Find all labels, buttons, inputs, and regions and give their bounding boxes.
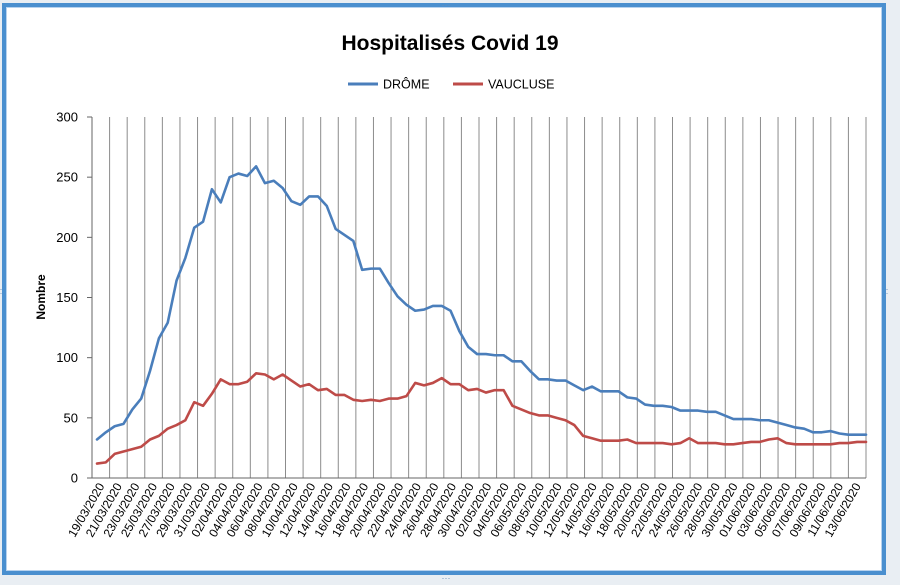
- y-tick-label: 300: [56, 110, 78, 125]
- y-axis-label: Nombre: [34, 274, 48, 320]
- y-tick-labels: 0 50 100 150 200 250 300: [56, 110, 78, 486]
- series-lines: [95, 165, 868, 465]
- y-tick-label: 250: [56, 170, 78, 185]
- gridlines: [91, 117, 867, 478]
- legend-label-drome: DRÔME: [383, 77, 430, 92]
- series-line-vaucluse: [95, 372, 868, 465]
- y-tick-label: 100: [56, 350, 78, 365]
- y-tick-label: 50: [64, 410, 78, 425]
- resize-handle-top[interactable]: ···: [441, 0, 451, 10]
- chart-title: Hospitalisés Covid 19: [341, 32, 558, 55]
- resize-handle-bottom[interactable]: ···: [441, 573, 451, 583]
- y-tick-label: 0: [71, 471, 78, 486]
- resize-handle-right[interactable]: :: [885, 286, 889, 296]
- resize-handle-left[interactable]: :: [0, 287, 6, 296]
- axes: [87, 116, 866, 479]
- legend-label-vaucluse: VAUCLUSE: [488, 78, 554, 92]
- x-tick-labels: 19/03/202021/03/202023/03/202025/03/2020…: [65, 480, 864, 539]
- y-tick-label: 200: [56, 230, 78, 245]
- y-tick-label: 150: [56, 290, 78, 305]
- legend: DRÔME VAUCLUSE: [348, 77, 554, 92]
- series-line-drome: [95, 165, 868, 441]
